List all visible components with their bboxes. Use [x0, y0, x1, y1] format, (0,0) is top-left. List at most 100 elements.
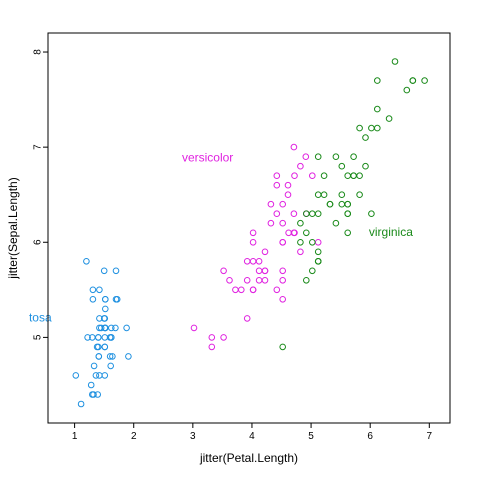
group-label: versicolor [182, 151, 233, 165]
data-point [303, 210, 310, 217]
data-point [303, 277, 310, 284]
data-point [92, 372, 100, 379]
y-tick-label: 7 [33, 144, 44, 150]
data-point [255, 267, 263, 275]
data-point [309, 267, 316, 275]
data-point [101, 343, 109, 351]
data-point [102, 296, 109, 303]
data-point [421, 77, 428, 84]
y-tick-label: 6 [33, 239, 44, 245]
data-point [302, 153, 310, 160]
data-point [279, 296, 287, 303]
data-point [332, 153, 340, 160]
data-point [273, 286, 281, 294]
x-tick-label: 6 [367, 431, 373, 442]
data-point [403, 86, 411, 94]
data-point [101, 334, 109, 341]
data-point [314, 258, 322, 265]
data-point [220, 334, 227, 341]
data-point [249, 258, 257, 265]
data-point [409, 77, 417, 84]
data-point [95, 353, 103, 360]
group-label: virginica [369, 225, 413, 239]
data-point [273, 181, 281, 189]
data-point [356, 172, 363, 179]
x-tick-label: 7 [427, 431, 433, 442]
data-point [368, 124, 375, 132]
data-point [350, 172, 357, 179]
data-point [90, 391, 97, 398]
data-point [249, 229, 257, 237]
data-point [338, 200, 346, 208]
data-point [279, 267, 287, 275]
data-point [297, 162, 304, 170]
data-point [303, 229, 310, 237]
data-point [72, 372, 80, 379]
x-axis-title: jitter(Petal.Length) [199, 451, 298, 465]
data-point [267, 200, 275, 208]
data-point [368, 210, 375, 217]
data-point [96, 286, 103, 294]
data-point [101, 372, 109, 379]
data-point [309, 239, 316, 246]
data-point [226, 277, 233, 284]
data-point [338, 191, 346, 198]
data-point [107, 362, 114, 370]
data-point [279, 219, 287, 227]
data-point [374, 77, 381, 84]
data-point [101, 315, 109, 322]
data-point [95, 334, 102, 341]
data-point [332, 219, 340, 227]
data-point [77, 400, 85, 408]
data-point [243, 258, 251, 265]
data-point [255, 258, 263, 265]
data-point [338, 162, 346, 170]
data-point [297, 239, 304, 246]
data-point [344, 172, 352, 179]
data-point [243, 277, 251, 284]
group-label: tosa [29, 311, 52, 325]
data-point [350, 153, 357, 160]
annotation-layer: tosa versicolor virginica [29, 151, 413, 325]
data-point [279, 200, 287, 208]
data-point [297, 248, 304, 256]
x-tick-label: 4 [249, 431, 255, 442]
data-point [125, 353, 132, 360]
data-point [108, 334, 115, 341]
data-point [320, 191, 328, 198]
data-point [279, 277, 287, 284]
data-point [374, 124, 381, 132]
data-point [385, 115, 393, 122]
data-point [208, 343, 216, 351]
data-point [190, 324, 198, 332]
data-point [279, 343, 287, 351]
data-point [255, 277, 263, 284]
data-point [320, 172, 328, 179]
x-tick-label: 5 [308, 431, 314, 442]
data-point [249, 239, 257, 246]
data-point [112, 296, 120, 303]
data-point [356, 124, 363, 132]
data-point [243, 315, 251, 322]
data-point [109, 353, 116, 360]
data-point [314, 239, 322, 246]
data-point [284, 181, 292, 189]
data-point [89, 296, 97, 303]
x-tick-label: 1 [72, 431, 78, 442]
data-point [267, 219, 275, 227]
data-point [261, 267, 269, 275]
data-point [112, 267, 120, 275]
data-point [314, 153, 322, 160]
data-point [83, 258, 90, 265]
data-point [344, 200, 352, 208]
data-point [344, 229, 352, 237]
data-point [102, 305, 109, 313]
data-point [273, 172, 281, 179]
data-point [220, 267, 227, 275]
data-point [123, 324, 130, 332]
data-point [309, 172, 316, 179]
data-point [95, 343, 102, 351]
data-point [344, 210, 352, 217]
data-point [290, 143, 298, 151]
